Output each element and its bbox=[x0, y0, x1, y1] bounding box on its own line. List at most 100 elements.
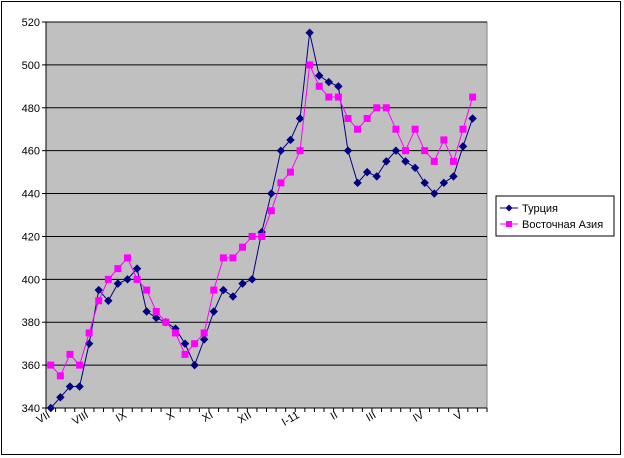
y-tick-label: 440 bbox=[22, 189, 40, 201]
data-point bbox=[353, 178, 362, 188]
gridlines bbox=[46, 21, 487, 366]
data-point bbox=[258, 232, 266, 240]
data-point bbox=[276, 146, 286, 155]
data-point bbox=[123, 275, 132, 284]
y-tick-label: 340 bbox=[22, 403, 40, 415]
x-tick-label: I-11 bbox=[280, 409, 302, 428]
legend-label: Восточная Азия bbox=[522, 219, 603, 231]
y-tick-label: 420 bbox=[22, 231, 40, 243]
data-point bbox=[229, 254, 237, 262]
data-point bbox=[85, 329, 93, 337]
data-point bbox=[123, 254, 131, 262]
data-point bbox=[306, 61, 314, 69]
x-tick-label: XII bbox=[236, 409, 254, 426]
x-tick-label: II bbox=[329, 409, 340, 422]
data-point bbox=[228, 292, 238, 301]
data-point bbox=[469, 93, 477, 101]
data-point bbox=[401, 157, 410, 166]
data-point bbox=[143, 286, 151, 294]
data-point bbox=[391, 146, 401, 155]
data-point bbox=[162, 318, 170, 326]
x-tick-label: X bbox=[165, 409, 178, 423]
y-tick-label: 380 bbox=[22, 317, 40, 329]
data-point bbox=[373, 104, 381, 112]
data-point bbox=[324, 77, 334, 87]
data-point bbox=[411, 125, 419, 133]
data-point bbox=[219, 254, 227, 262]
data-point bbox=[449, 157, 457, 165]
x-tick-label: III bbox=[364, 409, 378, 424]
data-point bbox=[181, 350, 189, 358]
data-point bbox=[239, 243, 247, 251]
data-point bbox=[458, 142, 468, 151]
data-point bbox=[363, 115, 371, 122]
y-tick-label: 480 bbox=[22, 103, 40, 115]
data-point bbox=[334, 93, 342, 101]
data-point bbox=[180, 339, 190, 348]
data-point bbox=[114, 265, 122, 273]
x-tick-label: IV bbox=[411, 409, 427, 425]
data-point bbox=[382, 157, 391, 166]
x-tick-label: IX bbox=[114, 409, 130, 425]
data-point bbox=[421, 147, 429, 155]
data-point bbox=[295, 114, 305, 123]
x-tick-label: VII bbox=[35, 409, 53, 426]
legend-label: Турция bbox=[522, 203, 558, 215]
data-point bbox=[56, 393, 65, 402]
data-point bbox=[354, 125, 362, 133]
data-point bbox=[209, 307, 218, 316]
data-point bbox=[440, 136, 448, 144]
data-point bbox=[66, 350, 74, 358]
data-point bbox=[133, 275, 141, 283]
data-point bbox=[47, 361, 55, 369]
data-point bbox=[267, 189, 276, 198]
data-point bbox=[200, 329, 208, 337]
data-point bbox=[315, 82, 323, 90]
y-tick-label: 460 bbox=[22, 146, 40, 158]
data-point bbox=[267, 207, 275, 215]
data-point bbox=[343, 146, 353, 155]
y-tick-label: 520 bbox=[22, 17, 40, 29]
data-point bbox=[286, 168, 294, 176]
data-point bbox=[190, 360, 199, 370]
data-point bbox=[410, 163, 420, 173]
data-point bbox=[296, 147, 304, 155]
data-point bbox=[247, 275, 257, 284]
axes bbox=[42, 21, 488, 412]
data-point bbox=[334, 82, 343, 91]
x-tick-label: V bbox=[452, 409, 465, 423]
data-point bbox=[113, 279, 123, 288]
data-point bbox=[449, 172, 458, 181]
data-point bbox=[286, 135, 295, 145]
plot-area bbox=[45, 21, 488, 409]
data-point bbox=[171, 329, 179, 337]
legend-entry: Восточная Азия bbox=[500, 219, 603, 231]
data-point bbox=[199, 335, 209, 344]
data-point bbox=[277, 179, 285, 187]
data-point bbox=[430, 189, 439, 198]
data-point bbox=[152, 313, 161, 323]
legend-box bbox=[495, 195, 615, 237]
series-2 bbox=[47, 61, 477, 380]
data-point bbox=[315, 71, 324, 80]
data-point bbox=[459, 125, 467, 133]
y-axis-tick-labels: 340 360 380 400 420 440 460 480 500 520 bbox=[22, 17, 40, 415]
y-tick-label: 500 bbox=[22, 60, 40, 72]
legend: Турция Восточная Азия bbox=[495, 195, 615, 237]
data-point bbox=[468, 114, 477, 123]
data-point bbox=[382, 104, 390, 112]
data-point bbox=[420, 178, 429, 188]
data-point bbox=[75, 382, 84, 391]
data-point bbox=[305, 28, 314, 37]
legend-entry: Турция bbox=[500, 203, 558, 215]
data-point bbox=[344, 115, 352, 122]
legend-marker bbox=[506, 221, 512, 227]
series-layer bbox=[46, 28, 477, 413]
x-tick-label: XI bbox=[200, 409, 215, 425]
data-point bbox=[94, 285, 103, 295]
data-point bbox=[46, 403, 56, 413]
data-point bbox=[104, 296, 113, 305]
data-point bbox=[95, 297, 103, 305]
data-point bbox=[210, 286, 218, 294]
